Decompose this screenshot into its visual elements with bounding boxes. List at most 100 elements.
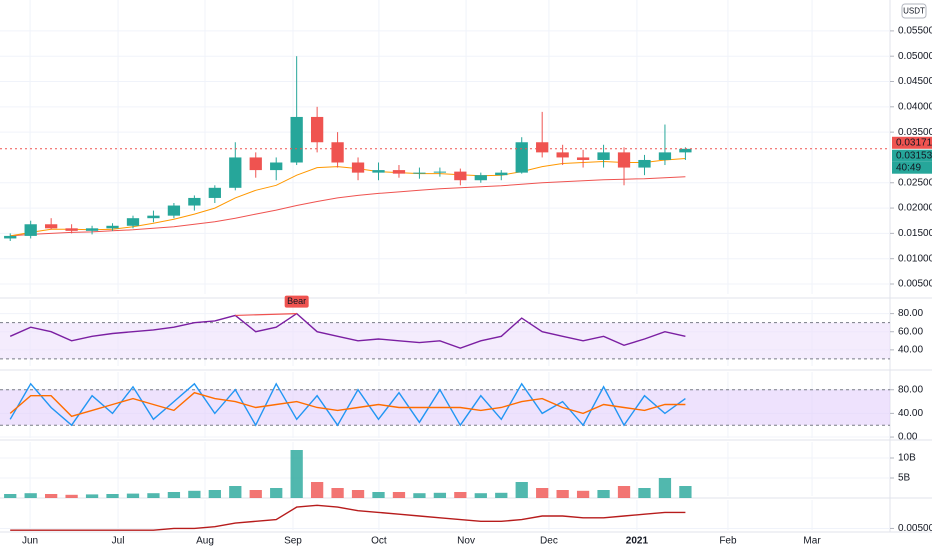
y-tick-label: 0.01500 [898,228,932,239]
candle-body [474,175,487,181]
y-tick-label: 10B [898,453,916,464]
volume-bar [658,478,672,498]
x-tick-label: Nov [457,536,475,547]
y-tick-label: 0.04500 [898,76,932,87]
candle-body [372,170,385,173]
volume-bar [597,490,610,498]
moving-average [10,158,686,237]
volume-bar [495,492,508,498]
candle-body [45,224,58,229]
volume-bar [392,492,406,498]
candle-body [188,197,201,206]
volume-bar [310,482,324,498]
candle-body [331,142,344,163]
volume-bar [617,486,631,498]
candle-body [679,148,692,153]
y-tick-label: 0.00500 [898,279,932,290]
price-badge-label: 0.03153 [896,150,932,161]
volume-bar [638,488,651,498]
candle-body [658,152,672,160]
volume-bar [576,490,590,498]
y-tick-label: 0.05500 [898,26,932,37]
volume-bar [372,492,385,498]
unit-badge[interactable] [901,3,927,19]
candle-body [454,171,467,181]
divergence-line [235,313,297,317]
y-tick-label: 60.00 [898,326,923,337]
price-badge [892,136,932,149]
annotation-badge [284,295,309,308]
x-tick-label: Dec [540,536,558,547]
y-tick-label: 0.02500 [898,177,932,188]
volume-bar [249,490,262,498]
candle-body [638,159,651,168]
volume-bar [126,493,140,498]
y-tick-label: 0.05000 [898,51,932,62]
y-tick-label: 80.00 [898,384,923,395]
candle-body [24,224,37,236]
volume-bar [147,493,160,498]
x-tick-label: Oct [371,536,387,547]
x-tick-label: Mar [803,536,821,547]
volume-bar [679,486,692,498]
candle-body [310,116,324,143]
candle-body [4,235,17,239]
volume-bar [536,488,549,498]
candle-body [576,157,590,160]
candle-body [556,152,569,158]
volume-bar [556,490,569,498]
volume-bar [229,486,242,498]
candle-body [147,215,160,219]
indicator-line [9,382,686,427]
candle-body [229,157,242,188]
x-tick-label: Jun [22,536,38,547]
y-tick-label: 40.00 [898,345,923,356]
volume-bar [474,493,487,498]
volume-bar [65,494,78,498]
y-tick-label: 0.02000 [898,203,932,214]
price-badge [892,149,932,162]
x-tick-label: Feb [719,536,737,547]
x-tick-label: Sep [284,536,302,547]
indicator-line [9,312,686,349]
candle-body [208,187,221,198]
indicator-line [9,391,686,418]
y-tick-label: 0.01000 [898,253,932,264]
volume-bar [270,488,283,498]
candle-body [617,152,631,168]
countdown-label: 40:49 [896,162,921,173]
volume-bar [413,493,426,498]
volume-bar [106,494,119,498]
volume-bar [85,494,99,498]
candle-body [515,142,528,173]
y-tick-label: 0.03500 [898,127,932,138]
candle-body [249,157,262,171]
countdown-badge [892,161,932,174]
volume-bar [351,490,365,498]
moving-average [10,176,686,237]
volume-bar [167,492,181,498]
y-tick-label: 80.00 [898,308,923,319]
candle-body [536,142,549,153]
band [0,322,890,359]
unit-label: USDT [903,7,925,16]
volume-bar [454,492,467,498]
candle-body [413,172,426,174]
y-tick-label: 0.00500 [898,523,932,534]
x-tick-label: Aug [196,536,214,547]
volume-bar [208,490,221,498]
candle-body [167,205,181,216]
x-tick-label: Jul [112,536,125,547]
indicator-line [10,504,686,531]
x-tick-label: 2021 [626,536,649,547]
volume-bar [331,488,344,498]
candle-body [290,116,303,163]
volume-bar [45,494,58,498]
y-tick-label: 0.00 [898,432,918,443]
candle-body [597,152,610,160]
y-tick-label: 0.04000 [898,101,932,112]
candle-body [392,170,406,174]
price-badge-label: 0.03171 [896,137,932,148]
y-tick-label: 40.00 [898,408,923,419]
